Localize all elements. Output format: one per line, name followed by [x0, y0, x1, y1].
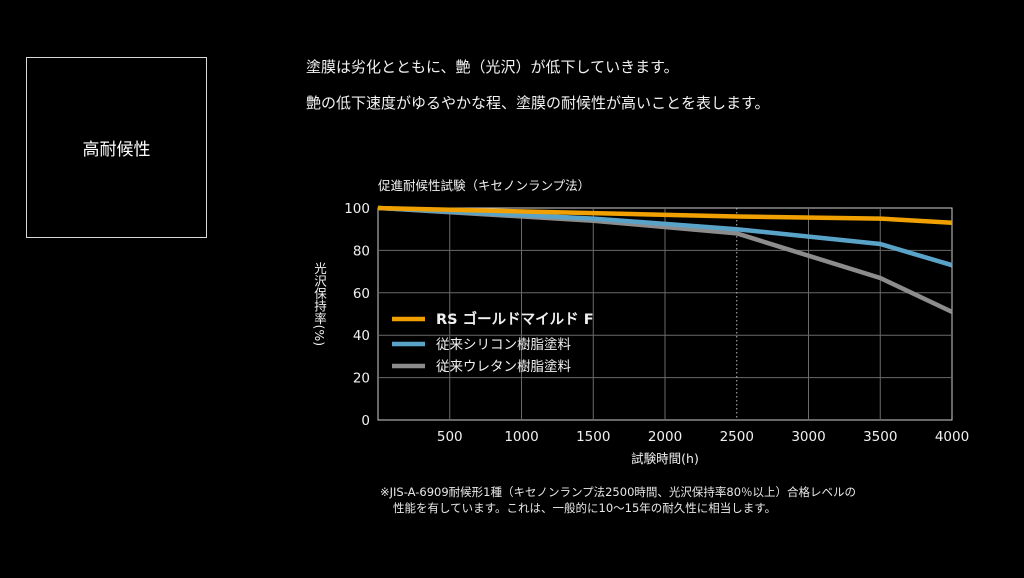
y-tick-label-0: 0 [361, 413, 370, 429]
x-tick-label-3000: 3000 [791, 429, 825, 445]
chart-x-axis-label: 試験時間(h) [631, 451, 699, 466]
feature-label: 高耐候性 [82, 140, 151, 160]
x-tick-label-500: 500 [437, 429, 463, 445]
chart-grid [378, 208, 952, 420]
x-tick-label-3500: 3500 [863, 429, 897, 445]
description-line-1: 塗膜は劣化とともに、艶（光沢）が低下していきます。 [306, 58, 679, 76]
y-tick-label-40: 40 [353, 328, 370, 344]
x-tick-label-4000: 4000 [935, 429, 969, 445]
footnote-line-2: 性能を有しています。これは、一般的に10〜15年の耐久性に相当します。 [393, 501, 777, 515]
legend-label-2: 従来ウレタン樹脂塗料 [436, 358, 571, 375]
feature-label-box: 高耐候性 [26, 57, 207, 238]
legend-label-1: 従来シリコン樹脂塗料 [436, 336, 571, 353]
y-tick-label-100: 100 [344, 201, 370, 217]
chart-title: 促進耐候性試験（キセノンランプ法） [378, 178, 591, 193]
chart-ticks: 0 20 40 60 80 100 500 1000 1500 2000 2500 3000 3500 4… [344, 201, 969, 445]
x-tick-label-2000: 2000 [648, 429, 682, 445]
series-line-1 [377, 205, 953, 268]
x-tick-label-1000: 1000 [504, 429, 538, 445]
x-tick-label-2500: 2500 [720, 429, 754, 445]
series-line-0 [377, 205, 953, 226]
chart-y-axis-label: 光沢保持率(%) [312, 262, 327, 347]
y-tick-label-80: 80 [353, 243, 370, 259]
description-line-2: 艶の低下速度がゆるやかな程、塗膜の耐候性が高いことを表します。 [306, 94, 770, 112]
chart-series [377, 205, 953, 314]
x-tick-label-1500: 1500 [576, 429, 610, 445]
footnote-line-1: ※JIS-A-6909耐候形1種（キセノンランプ法2500時間、光沢保持率80％… [380, 485, 857, 499]
y-tick-label-60: 60 [353, 286, 370, 302]
legend-label-0: RS ゴールドマイルド F [436, 310, 594, 328]
y-tick-label-20: 20 [353, 371, 370, 387]
